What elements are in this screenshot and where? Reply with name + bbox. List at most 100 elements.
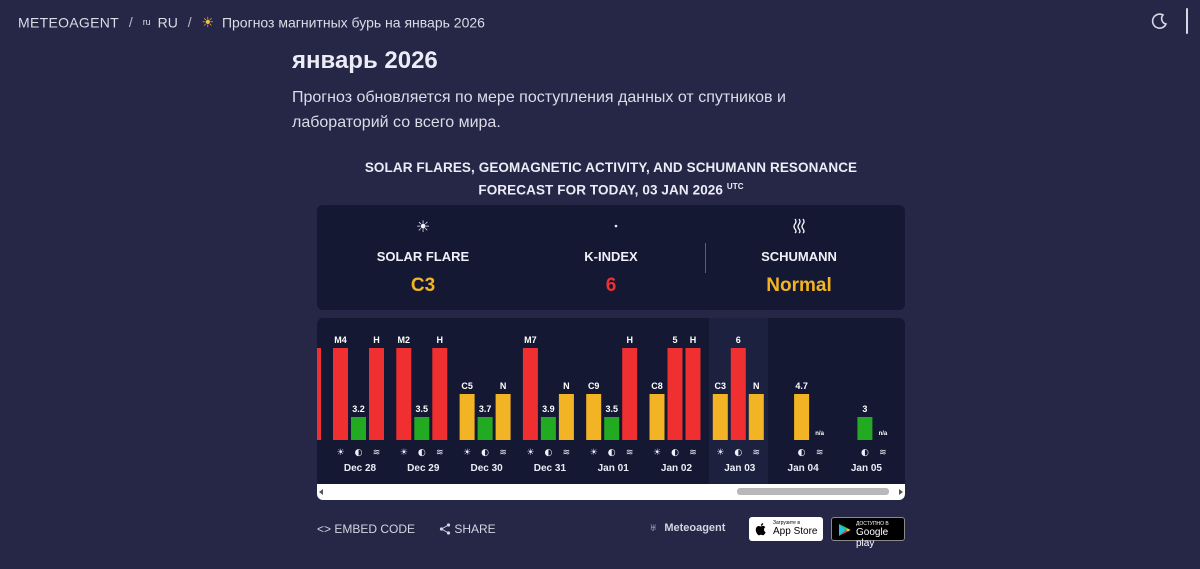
wave-icon: ≋ [753, 448, 761, 458]
bar-previous-day-partial [317, 348, 321, 440]
breadcrumb: METEOAGENT / ru RU / ☀ Прогноз магнитных… [18, 13, 485, 31]
moon-icon: ◐ [418, 448, 426, 458]
breadcrumb-lang-flag: ru [142, 17, 151, 28]
breadcrumb-separator: / [187, 14, 192, 31]
bar-value-label: N [500, 381, 507, 391]
wave-icon: ≋ [816, 448, 824, 458]
moon-icon: ◐ [798, 448, 806, 458]
stat-value: C3 [410, 275, 436, 296]
day-label: Dec 31 [534, 463, 567, 474]
stat-value: Normal [766, 275, 832, 296]
moon-icon: ◐ [544, 448, 552, 458]
bar-value-label: H [373, 335, 380, 345]
scroll-left-arrow-icon[interactable] [319, 489, 323, 495]
stat-label: SCHUMANN [761, 249, 837, 264]
bar-kindex [667, 348, 683, 440]
scroll-right-arrow-icon[interactable] [899, 489, 903, 495]
bar-schumann [748, 394, 764, 440]
sun-icon: ☀ [526, 448, 534, 458]
bar-value-label: 3.9 [542, 404, 555, 414]
bar-kindex [604, 417, 620, 440]
scrollbar-thumb[interactable] [737, 488, 889, 495]
widget-title-line2: FORECAST FOR TODAY, 03 JAN 2026 [478, 182, 724, 198]
bar-value-label: 3.5 [605, 404, 618, 414]
stat-value: 6 [605, 275, 617, 296]
bar-kindex [414, 417, 430, 440]
top-bar: METEOAGENT / ru RU / ☀ Прогноз магнитных… [0, 0, 1200, 42]
bar-kindex [540, 417, 556, 440]
bar-schumann [622, 348, 638, 440]
bar-value-label: C5 [461, 381, 473, 391]
day-label: Dec 29 [407, 463, 440, 474]
bar-value-label: 4.7 [795, 381, 808, 391]
stat-label: SOLAR FLARE [376, 249, 470, 264]
embed-code-button[interactable]: <> EMBED CODE [317, 522, 415, 536]
bar-value-label: N [563, 381, 570, 391]
wave-icon [701, 217, 897, 235]
bar-kindex [351, 417, 366, 440]
bar-kindex [857, 417, 873, 440]
wave-icon: ≋ [689, 448, 697, 458]
bar-flare [712, 394, 728, 440]
wave-icon: ≋ [373, 448, 381, 458]
breadcrumb-lang-link[interactable]: RU [157, 14, 178, 31]
sun-icon: ☀ [336, 448, 344, 458]
app-store-small-text: Загрузите в [773, 520, 800, 526]
moon-icon: ◐ [481, 448, 489, 458]
day-label: Dec 28 [344, 463, 377, 474]
menu-edge-handle[interactable] [1186, 8, 1188, 34]
day-label: Jan 03 [724, 463, 756, 474]
bar-flare [649, 394, 665, 440]
bar-flare [396, 348, 412, 440]
bar-schumann [558, 394, 574, 440]
widget-title: SOLAR FLARES, GEOMAGNETIC ACTIVITY, AND … [318, 158, 904, 200]
day-label: Jan 01 [598, 463, 630, 474]
app-store-badge[interactable]: Загрузите в App Store [749, 517, 823, 541]
bar-value-label: H [690, 335, 697, 345]
forecast-chart: M4 ☀ 3.2 ◐ H ≋ Dec 28 M2 ☀ 3.5 ◐ H ≋ Dec 29 C5 ☀ 3.7 ◐ N ≋ D… [317, 318, 905, 500]
moon-icon: ◐ [355, 448, 363, 458]
bar-value-label: 6 [736, 335, 741, 345]
bar-kindex [794, 394, 810, 440]
stat-solar-flare: ☀ SOLAR FLARE C3 [325, 205, 521, 310]
meteoagent-link[interactable]: ♅ Meteoagent [649, 522, 725, 534]
meteoagent-logo-icon: ♅ [649, 522, 658, 534]
stat-label: K-INDEX [584, 249, 638, 264]
google-play-badge[interactable]: ДОСТУПНО В Google play [831, 517, 905, 549]
day-label: Dec 30 [470, 463, 503, 474]
widget-footer: <> EMBED CODE SHARE ♅ Meteoagent Загрузи… [317, 515, 905, 549]
wave-icon: ≋ [436, 448, 444, 458]
google-play-icon [839, 524, 851, 536]
bar-value-label: 3.5 [416, 404, 429, 414]
breadcrumb-current-page: Прогноз магнитных бурь на январь 2026 [221, 14, 485, 31]
moon-icon: ◐ [608, 448, 616, 458]
google-play-big-text: Google play [856, 527, 889, 549]
bar-value-label: 3.2 [352, 404, 365, 414]
bar-value-label: 5 [672, 335, 677, 345]
chart-horizontal-scrollbar[interactable] [317, 484, 905, 500]
wave-icon: ≋ [879, 448, 887, 458]
forecast-chart-svg: M4 ☀ 3.2 ◐ H ≋ Dec 28 M2 ☀ 3.5 ◐ H ≋ Dec 29 C5 ☀ 3.7 ◐ N ≋ D… [317, 335, 888, 474]
sun-icon: ☀ [415, 219, 431, 236]
wave-icon: ≋ [499, 448, 507, 458]
stat-schumann: SCHUMANN Normal [701, 205, 897, 310]
day-label: Jan 05 [851, 463, 883, 474]
embed-code-label: EMBED CODE [334, 522, 416, 536]
bar-value-label: 3 [862, 404, 867, 414]
breadcrumb-brand-link[interactable]: METEOAGENT [18, 14, 120, 31]
bar-value-label: n/a [815, 431, 824, 437]
sun-icon: ☀ [400, 448, 408, 458]
stat-divider [705, 243, 706, 273]
widget-title-line1: SOLAR FLARES, GEOMAGNETIC ACTIVITY, AND … [364, 160, 858, 175]
bar-kindex [477, 417, 493, 440]
theme-toggle-moon-icon[interactable] [1150, 11, 1170, 31]
bar-value-label: C8 [651, 381, 663, 391]
share-button[interactable]: SHARE [439, 522, 496, 536]
wave-icon: ≋ [626, 448, 634, 458]
bar-value-label: M2 [398, 335, 411, 345]
page-title: январь 2026 [292, 47, 438, 74]
sun-icon: ☀ [716, 448, 724, 458]
apple-icon [755, 523, 766, 536]
bar-schumann [369, 348, 384, 440]
moon-icon: ◐ [734, 448, 742, 458]
